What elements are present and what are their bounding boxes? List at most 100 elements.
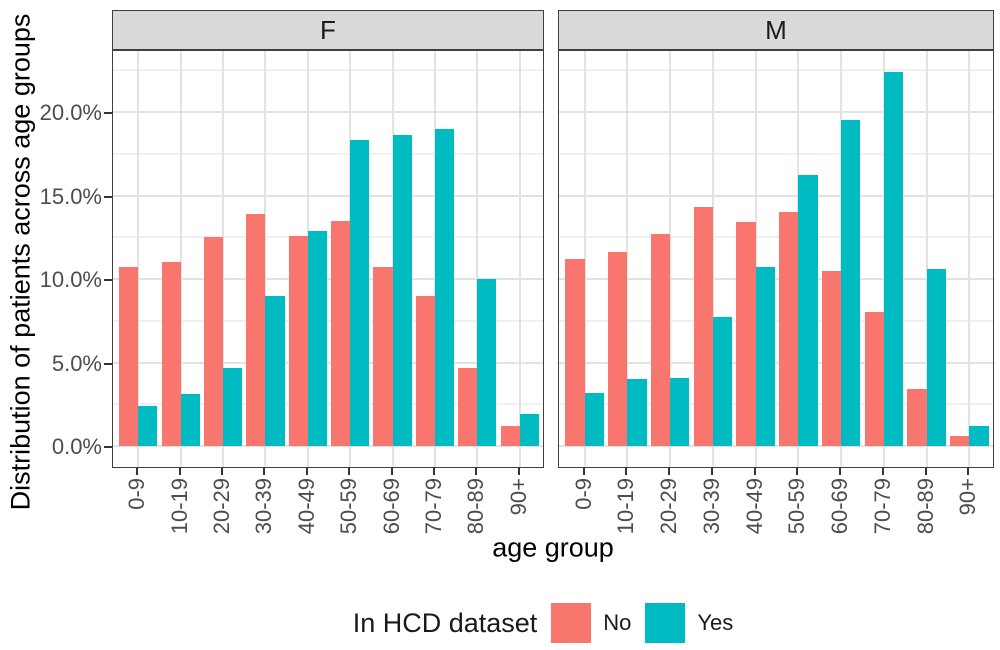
gridline-major-10 [113, 278, 543, 280]
bar-f-70-79-yes [434, 128, 454, 446]
x-tick-label-m-90+: 90+ [955, 478, 981, 516]
x-tick-mark-f-40-49 [305, 468, 308, 475]
x-tick-label-f-10-19: 10-19 [166, 478, 192, 535]
y-tick-label-5: 5.0% [51, 350, 102, 376]
facet-strip-f-label: F [320, 14, 336, 45]
x-tick-label-f-60-69: 60-69 [378, 478, 404, 535]
bar-f-70-79-no [415, 295, 435, 446]
x-tick-mark-m-90+ [967, 468, 970, 475]
x-tick-mark-f-10-19 [178, 468, 181, 475]
x-tick-label-f-70-79: 70-79 [420, 478, 446, 535]
bar-f-10-19-no [161, 262, 181, 446]
bar-f-50-59-no [331, 220, 351, 446]
gridline-minor-12.5 [113, 236, 543, 239]
bar-f-90+-yes [519, 414, 539, 446]
x-tick-label-f-0-9: 0-9 [124, 478, 150, 510]
bar-f-20-29-no [204, 237, 224, 446]
x-tick-mark-m-70-79 [881, 468, 884, 475]
y-tick-label-10: 10.0% [39, 267, 102, 292]
bar-f-60-69-no [373, 267, 393, 446]
bar-f-40-49-no [288, 235, 308, 446]
x-tick-mark-f-0-9 [136, 468, 139, 475]
legend-title: In HCD dataset [352, 607, 538, 638]
x-tick-label-m-40-49: 40-49 [741, 478, 767, 535]
legend-key-yes [645, 603, 686, 643]
bar-f-0-9-no [119, 267, 139, 446]
gridline-vertical-30-39 [711, 51, 714, 467]
gridline-major-20 [113, 111, 543, 113]
bar-m-0-9-yes [584, 392, 604, 446]
bar-f-50-59-yes [350, 140, 370, 446]
bar-f-90+-no [500, 425, 520, 446]
gridline-vertical-40-49 [754, 51, 757, 467]
x-tick-label-m-70-79: 70-79 [869, 478, 895, 535]
bar-f-20-29-yes [223, 367, 243, 446]
x-tick-mark-m-0-9 [582, 468, 585, 475]
bar-m-20-29-no [650, 233, 671, 446]
x-tick-label-f-40-49: 40-49 [293, 478, 319, 535]
gridline-minor-2.5 [113, 403, 543, 406]
x-tick-mark-m-20-29 [668, 468, 671, 475]
bar-m-50-59-yes [798, 175, 818, 446]
gridline-vertical-0-9 [583, 51, 586, 467]
gridline-vertical-10-19 [626, 51, 629, 467]
legend: In HCD dataset No Yes [50, 602, 1000, 644]
x-tick-mark-f-80-89 [475, 468, 478, 475]
bar-f-30-39-no [246, 213, 266, 446]
bar-m-40-49-no [736, 222, 756, 446]
gridline-minor-7.5 [559, 319, 993, 322]
bar-m-0-9-no [565, 258, 585, 446]
x-tick-mark-f-90+ [517, 468, 520, 475]
gridline-minor-17.5 [113, 152, 543, 155]
bar-f-60-69-yes [392, 135, 412, 446]
x-tick-mark-m-50-59 [796, 468, 799, 475]
bar-m-50-59-no [779, 212, 799, 446]
x-axis-title: age group [492, 532, 614, 563]
bar-m-70-79-yes [883, 71, 904, 446]
x-tick-mark-m-40-49 [753, 468, 756, 475]
x-tick-mark-f-30-39 [263, 468, 266, 475]
gridline-minor-22.5 [559, 69, 993, 72]
y-tick-mark-20 [104, 112, 112, 114]
bar-m-90+-yes [969, 425, 989, 446]
bar-f-80-89-yes [477, 279, 497, 446]
bar-f-30-39-yes [265, 295, 285, 446]
bar-m-10-19-yes [627, 379, 647, 446]
gridline-major-0 [559, 445, 993, 447]
facet-strip-m: M [558, 10, 994, 50]
x-tick-label-f-80-89: 80-89 [463, 478, 489, 535]
facet-panel-f [112, 50, 544, 468]
gridline-vertical-80-89 [476, 51, 479, 467]
y-tick-mark-5 [104, 362, 112, 365]
gridline-major-5 [113, 361, 543, 364]
gridline-minor-7.5 [113, 319, 543, 322]
gridline-vertical-90+ [968, 51, 971, 467]
bar-m-30-39-yes [712, 317, 733, 446]
gridline-major-10 [559, 278, 993, 280]
y-tick-mark-10 [104, 279, 112, 281]
x-tick-mark-m-60-69 [839, 468, 842, 475]
gridline-minor-22.5 [113, 69, 543, 72]
x-tick-label-f-90+: 90+ [505, 478, 531, 516]
x-tick-mark-m-10-19 [625, 468, 628, 475]
gridline-minor-12.5 [559, 236, 993, 239]
gridline-vertical-30-39 [264, 51, 267, 467]
gridline-major-5 [559, 361, 993, 364]
gridline-vertical-20-29 [669, 51, 672, 467]
x-tick-mark-f-50-59 [348, 468, 351, 475]
bar-f-0-9-yes [138, 405, 158, 446]
bar-m-30-39-no [693, 207, 713, 446]
bar-m-40-49-yes [755, 267, 775, 446]
x-tick-label-f-20-29: 20-29 [209, 478, 235, 535]
y-tick-label-20: 20.0% [39, 100, 102, 125]
bar-m-60-69-no [821, 270, 842, 446]
x-tick-label-m-0-9: 0-9 [570, 478, 596, 510]
x-tick-mark-f-70-79 [432, 468, 435, 475]
x-tick-label-f-50-59: 50-59 [336, 478, 362, 535]
facet-strip-m-label: M [765, 14, 787, 45]
bar-m-70-79-no [864, 312, 884, 446]
y-tick-mark-15 [104, 195, 112, 198]
y-tick-mark-0 [104, 446, 112, 448]
legend-label-yes: Yes [697, 610, 734, 635]
